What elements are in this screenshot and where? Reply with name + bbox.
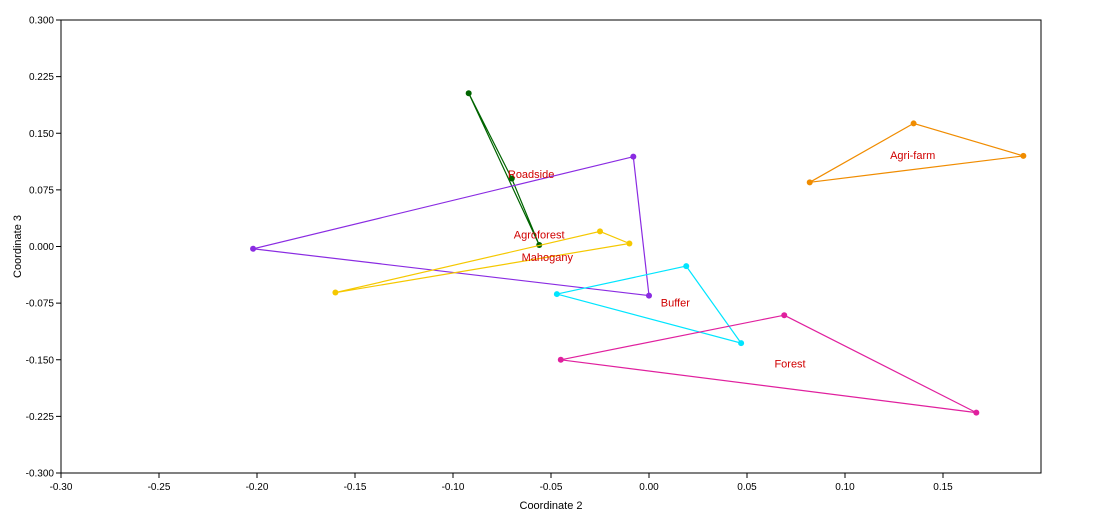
point-forest (557, 356, 564, 363)
x-tick-label: 0.05 (737, 482, 757, 493)
y-tick-label: 0.075 (29, 185, 54, 196)
x-tick-label: -0.10 (442, 482, 465, 493)
hull-roadside (468, 92, 540, 246)
y-tick-label: 0.300 (29, 16, 54, 27)
series-layer (250, 90, 1027, 416)
x-tick-label: 0.00 (639, 482, 659, 493)
point-mahogany (626, 240, 633, 247)
series-agroforest (250, 153, 652, 299)
label-agri-farm: Agri-farm (890, 150, 935, 162)
point-mahogany (597, 228, 603, 235)
y-tick-label: -0.075 (26, 299, 55, 310)
label-agroforest: Agroforest (514, 229, 565, 241)
point-agroforest (250, 245, 257, 252)
point-agri-farm (910, 120, 917, 127)
series-mahogany (332, 228, 633, 296)
y-tick-label: 0.000 (29, 242, 54, 253)
hull-agroforest (252, 155, 650, 297)
axes: -0.30 -0.25 -0.20 -0.15 -0.10 -0.05 0.00 0.05 0.… (26, 16, 1042, 493)
x-tick-label: 0.10 (835, 482, 855, 493)
point-roadside (465, 90, 472, 97)
point-mahogany (332, 289, 339, 296)
point-agroforest (630, 153, 637, 160)
point-forest (781, 312, 788, 319)
label-roadside: Roadside (508, 169, 554, 181)
point-buffer (738, 340, 745, 347)
point-agri-farm (806, 179, 813, 186)
y-tick-label: 0.150 (29, 129, 54, 140)
plot-frame (60, 19, 1042, 474)
y-tick-label: 0.225 (29, 72, 54, 83)
hull-buffer (556, 265, 743, 345)
point-agri-farm (1020, 152, 1027, 159)
y-tick-label: -0.225 (26, 412, 55, 423)
x-tick-label: 0.15 (933, 482, 953, 493)
x-tick-label: -0.25 (148, 482, 171, 493)
series-forest (557, 312, 980, 416)
x-tick-label: -0.05 (540, 482, 563, 493)
x-axis-label: Coordinate 2 (520, 500, 583, 512)
y-tick-label: -0.150 (26, 355, 55, 366)
hull-forest (560, 314, 977, 414)
x-tick-label: -0.30 (50, 482, 73, 493)
x-tick-label: -0.15 (344, 482, 367, 493)
series-buffer (553, 263, 745, 347)
group-labels: Roadside Agroforest Mahogany Buffer Forest Ag… (508, 150, 935, 370)
label-forest: Forest (774, 359, 805, 371)
point-forest (973, 409, 980, 416)
hull-mahogany (335, 230, 632, 294)
x-tick-label: -0.20 (246, 482, 269, 493)
y-tick-label: -0.300 (26, 469, 55, 480)
point-roadside (508, 175, 515, 182)
point-buffer (553, 291, 560, 298)
series-agri-farm (806, 120, 1027, 186)
label-buffer: Buffer (661, 297, 690, 309)
hull-agri-farm (809, 122, 1024, 183)
label-mahogany: Mahogany (522, 252, 574, 264)
point-buffer (683, 263, 690, 270)
y-axis-label: Coordinate 3 (12, 215, 24, 278)
point-agroforest (646, 292, 652, 299)
